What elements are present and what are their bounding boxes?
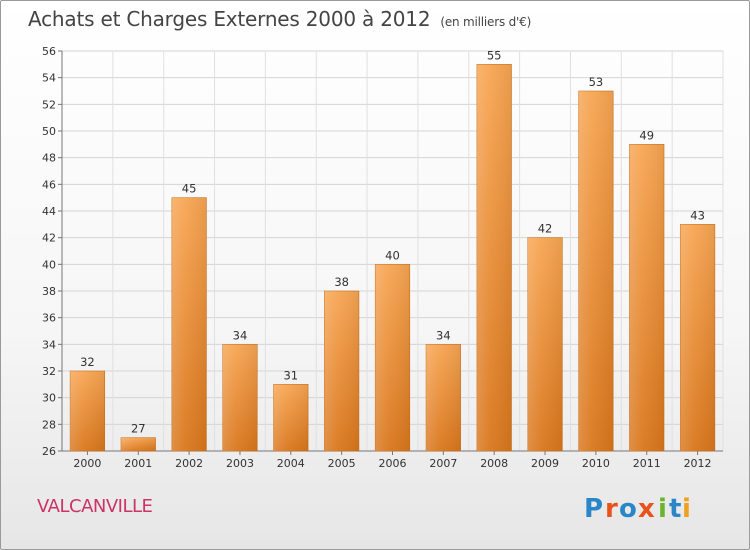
y-tick-label: 32 <box>42 365 56 378</box>
value-label-2001: 27 <box>131 422 146 436</box>
y-tick-label: 30 <box>42 392 56 405</box>
bar-shine-2011 <box>629 144 665 452</box>
bar-shine-2003 <box>222 344 258 451</box>
bars <box>69 64 716 452</box>
x-tick-label-2002: 2002 <box>175 457 203 470</box>
y-tick-label: 26 <box>42 445 56 458</box>
x-tick-label-2000: 2000 <box>73 457 101 470</box>
bar-shine-2002 <box>171 197 207 451</box>
logo-letter: r <box>605 494 618 524</box>
logo-letter: o <box>619 494 637 524</box>
value-label-2009: 42 <box>538 222 553 236</box>
value-label-2010: 53 <box>589 75 604 89</box>
chart-title: Achats et Charges Externes 2000 à 2012 (e… <box>28 7 531 31</box>
bar-shine-2010 <box>578 91 614 451</box>
x-tick-label-2010: 2010 <box>582 457 610 470</box>
bar-shine-2008 <box>476 64 512 452</box>
logo-letter: i <box>682 494 691 524</box>
value-label-2007: 34 <box>436 328 451 342</box>
value-label-2003: 34 <box>233 328 248 342</box>
y-tick-label: 42 <box>42 232 56 245</box>
y-tick-label: 44 <box>42 205 56 218</box>
y-tick-label: 56 <box>42 45 56 58</box>
y-tick-label: 48 <box>42 152 56 165</box>
y-tick-label: 28 <box>42 418 56 431</box>
x-tick-label-2011: 2011 <box>633 457 661 470</box>
value-label-2004: 31 <box>283 368 298 382</box>
bar-shine-2004 <box>273 384 309 451</box>
y-tick-label: 52 <box>42 98 56 111</box>
bar-shine-2009 <box>527 237 563 451</box>
x-tick-label-2001: 2001 <box>124 457 152 470</box>
x-tick-label-2012: 2012 <box>684 457 712 470</box>
y-tick-label: 40 <box>42 258 56 271</box>
value-label-2006: 40 <box>385 248 400 262</box>
commune-name: VALCANVILLE <box>37 496 153 517</box>
y-tick-label: 54 <box>42 72 56 85</box>
x-tick-label-2007: 2007 <box>429 457 457 470</box>
bar-shine-2007 <box>426 344 461 451</box>
y-tick-label: 36 <box>42 312 56 325</box>
bar-shine-2006 <box>375 264 410 451</box>
logo-letter: x <box>638 494 655 524</box>
x-tick-label-2005: 2005 <box>328 457 356 470</box>
x-tick-label-2009: 2009 <box>531 457 559 470</box>
bar-shine-2005 <box>324 291 359 451</box>
value-label-2011: 49 <box>639 128 654 142</box>
title-text: Achats et Charges Externes 2000 à 2012 <box>28 7 431 31</box>
x-tick-label-2004: 2004 <box>277 457 305 470</box>
y-tick-label: 46 <box>42 178 56 191</box>
value-label-2000: 32 <box>80 355 95 369</box>
x-tick-label-2008: 2008 <box>480 457 508 470</box>
value-label-2012: 43 <box>690 208 705 222</box>
bar-shine-2001 <box>120 437 156 451</box>
value-label-2005: 38 <box>334 275 349 289</box>
chart-subtitle: (en milliers d'€) <box>440 15 532 29</box>
x-tick-label-2006: 2006 <box>379 457 407 470</box>
labels: 26 28 30 32 34 36 38 40 42 44 46 48 50 52 54 56 2000 32 20… <box>42 45 712 470</box>
x-tick-label-2003: 2003 <box>226 457 254 470</box>
logo-letter: i <box>658 494 667 524</box>
y-tick-label: 34 <box>42 338 56 351</box>
logo-letter: P <box>584 494 603 524</box>
bar-shine-2000 <box>70 371 105 451</box>
bar-shine-2012 <box>680 224 715 451</box>
y-tick-label: 38 <box>42 285 56 298</box>
value-label-2002: 45 <box>182 182 197 196</box>
logo-letter: t <box>669 494 681 524</box>
value-label-2008: 55 <box>487 48 502 62</box>
y-tick-label: 50 <box>42 125 56 138</box>
